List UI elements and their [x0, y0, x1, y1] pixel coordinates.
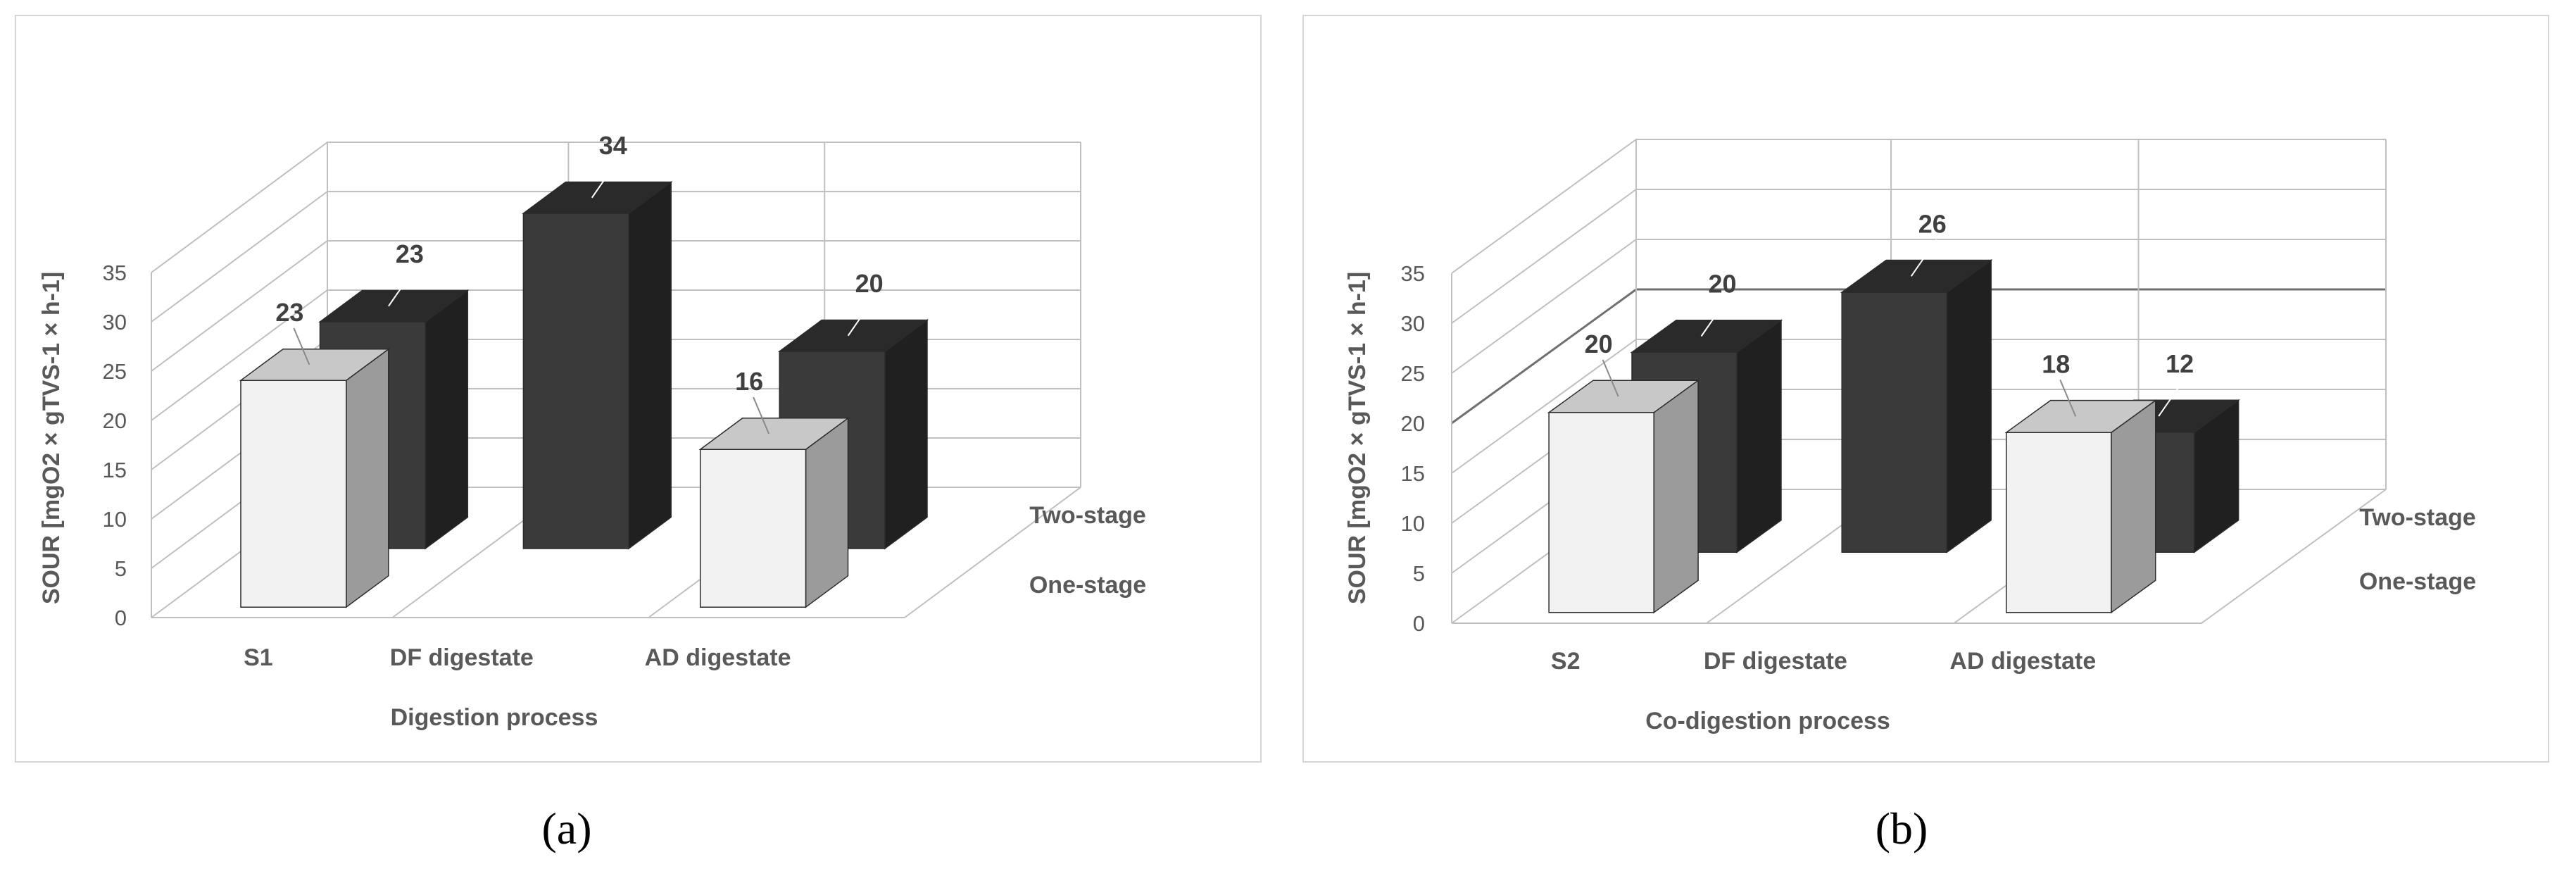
category-label: S1 [244, 644, 273, 671]
bar-front [699, 449, 807, 608]
y-tick-label: 35 [103, 261, 127, 285]
x-axis-title: Digestion process [391, 704, 598, 731]
data-label-leader [591, 161, 618, 199]
y-tick-label: 30 [1401, 311, 1425, 336]
series-label: One-stage [2359, 568, 2476, 595]
bar-side [884, 319, 928, 550]
y-tick-label: 25 [1401, 361, 1425, 386]
data-label-leader [2059, 380, 2077, 417]
category-label: AD digestate [1949, 648, 2096, 675]
y-axis-title: SOUR [mgO2 × gTVS-1 × h-1] [1344, 272, 1371, 604]
data-label-leader [1602, 359, 1619, 397]
bar-one-stage-0 [1547, 379, 1700, 614]
bar-one-stage-2 [2004, 399, 2158, 614]
y-tick-label: 10 [1401, 511, 1425, 536]
series-label: Two-stage [2359, 504, 2476, 531]
chart-frame [1302, 15, 2549, 763]
y-tick-label: 30 [103, 310, 127, 334]
y-tick-label: 15 [103, 458, 127, 482]
y-tick-label: 25 [103, 359, 127, 384]
data-label-leader [753, 396, 770, 434]
bar-front [240, 380, 347, 608]
y-tick-label: 10 [103, 507, 127, 532]
data-label: 20 [1585, 330, 1613, 358]
bar-front [1841, 292, 1948, 553]
y-tick-label: 15 [1401, 461, 1425, 486]
plot-area: 0 5 10 15 20 25 30 35 23 34 20 23 16 S1 DF digestate AD… [15, 15, 1262, 763]
bar-front [522, 213, 629, 549]
bar-side [425, 289, 469, 550]
category-label: AD digestate [645, 644, 791, 671]
bar-side [1653, 379, 1699, 614]
series-label: Two-stage [1029, 502, 1146, 529]
data-label-leader [1700, 299, 1728, 337]
data-label: 23 [275, 298, 303, 327]
bar-two-stage-1 [522, 181, 673, 550]
y-tick-label: 0 [1413, 611, 1425, 636]
data-label-leader [1910, 239, 1937, 277]
data-label: 12 [2166, 349, 2194, 378]
data-label: 16 [735, 367, 763, 396]
bar-front [2006, 432, 2112, 613]
data-label: 18 [2042, 349, 2070, 378]
y-tick-label: 20 [1401, 411, 1425, 436]
bar-side [805, 417, 849, 608]
category-label: DF digestate [390, 644, 534, 671]
caption-a: (a) [541, 803, 592, 853]
bar-side [2111, 399, 2156, 614]
data-label-leader [2158, 379, 2185, 417]
caption-b: (b) [1875, 803, 1928, 853]
floor-line [904, 487, 1081, 618]
data-label-leader [388, 269, 415, 307]
chart-panel-a: 0 5 10 15 20 25 30 35 23 34 20 23 16 S1 DF digestate AD… [15, 15, 1262, 853]
chart-b: 0 5 10 15 20 25 30 35 20 26 12 20 18 S2 DF digestate AD… [1302, 15, 2549, 763]
data-label-leader [293, 327, 310, 365]
category-label: DF digestate [1704, 648, 1847, 675]
bar-two-stage-1 [1840, 259, 1993, 553]
bar-side [1946, 259, 1992, 553]
y-tick-label: 20 [103, 408, 127, 433]
gridline [1451, 139, 2386, 274]
chart-panel-b: 0 5 10 15 20 25 30 35 20 26 12 20 18 S2 DF digestate AD… [1288, 0, 2575, 876]
category-label: S2 [1551, 648, 1581, 675]
bar-side [1736, 319, 1782, 553]
bar-side [346, 348, 389, 608]
y-axis-title: SOUR [mgO2 × gTVS-1 × h-1] [38, 272, 65, 604]
data-label: 26 [1918, 209, 1947, 238]
bar-side [628, 181, 672, 550]
x-axis-title: Co-digestion process [1645, 708, 1890, 734]
chart-a: 0 5 10 15 20 25 30 35 23 34 20 23 16 S1 DF digestate AD… [15, 15, 1262, 763]
plot-area: 0 5 10 15 20 25 30 35 20 26 12 20 18 S2 DF digestate AD… [1302, 15, 2549, 763]
data-label-leader [847, 299, 874, 337]
bar-one-stage-2 [698, 417, 850, 608]
chart-frame [15, 15, 1262, 763]
y-tick-label: 35 [1401, 261, 1425, 286]
y-tick-label: 0 [115, 606, 127, 630]
data-label: 20 [1709, 270, 1737, 299]
data-label: 20 [855, 269, 884, 298]
y-tick-label: 5 [115, 556, 127, 581]
series-label: One-stage [1029, 572, 1146, 599]
y-tick-label: 5 [1413, 561, 1425, 586]
bar-one-stage-0 [239, 348, 391, 608]
bar-front [1548, 412, 1654, 613]
floor-line [2201, 489, 2387, 624]
data-label: 23 [396, 239, 424, 268]
data-label: 34 [599, 131, 627, 160]
